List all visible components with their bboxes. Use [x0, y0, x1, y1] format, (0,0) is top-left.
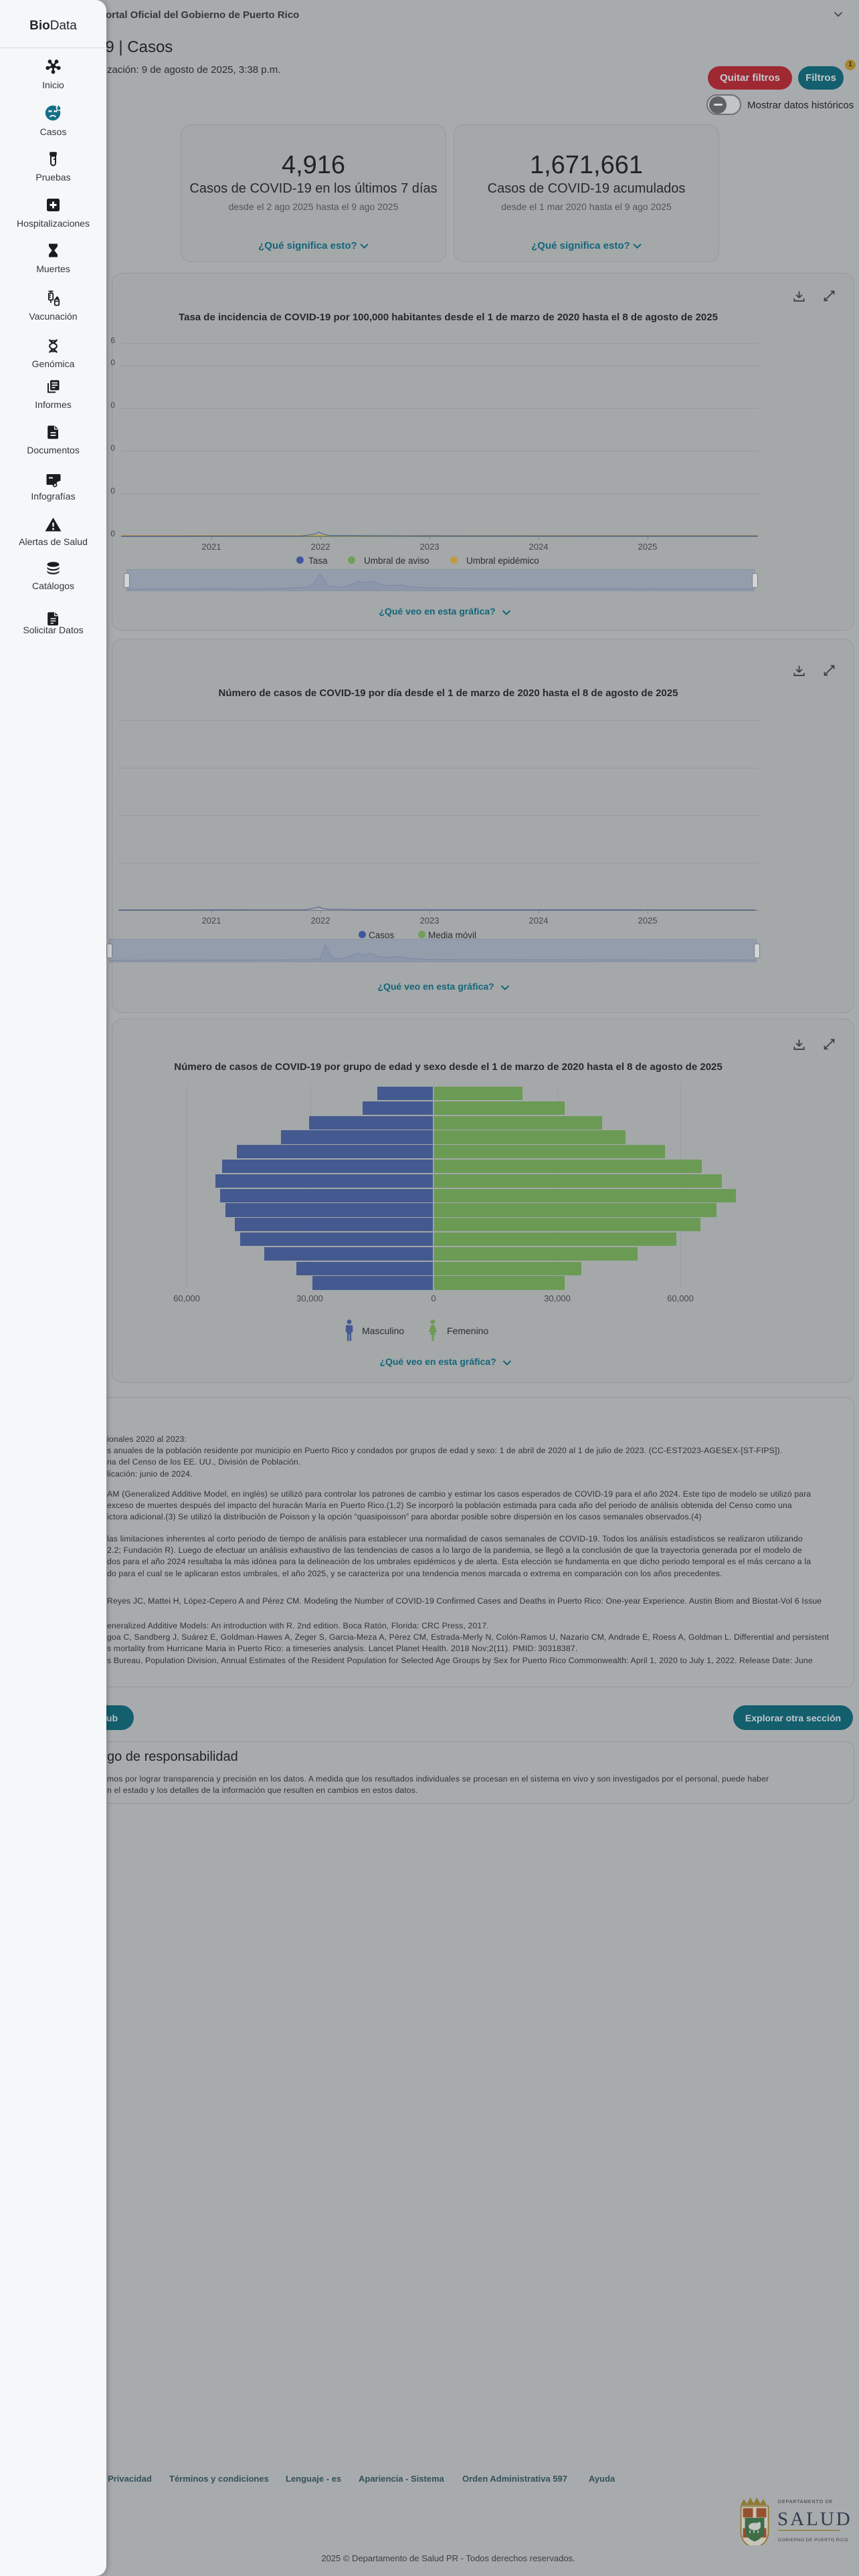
svg-text:DEPARTAMENTO DE: DEPARTAMENTO DE — [778, 2500, 833, 2504]
svg-text:SALUD: SALUD — [777, 2508, 850, 2530]
svg-text:GOBIERNO DE PUERTO RICO: GOBIERNO DE PUERTO RICO — [778, 2538, 848, 2543]
